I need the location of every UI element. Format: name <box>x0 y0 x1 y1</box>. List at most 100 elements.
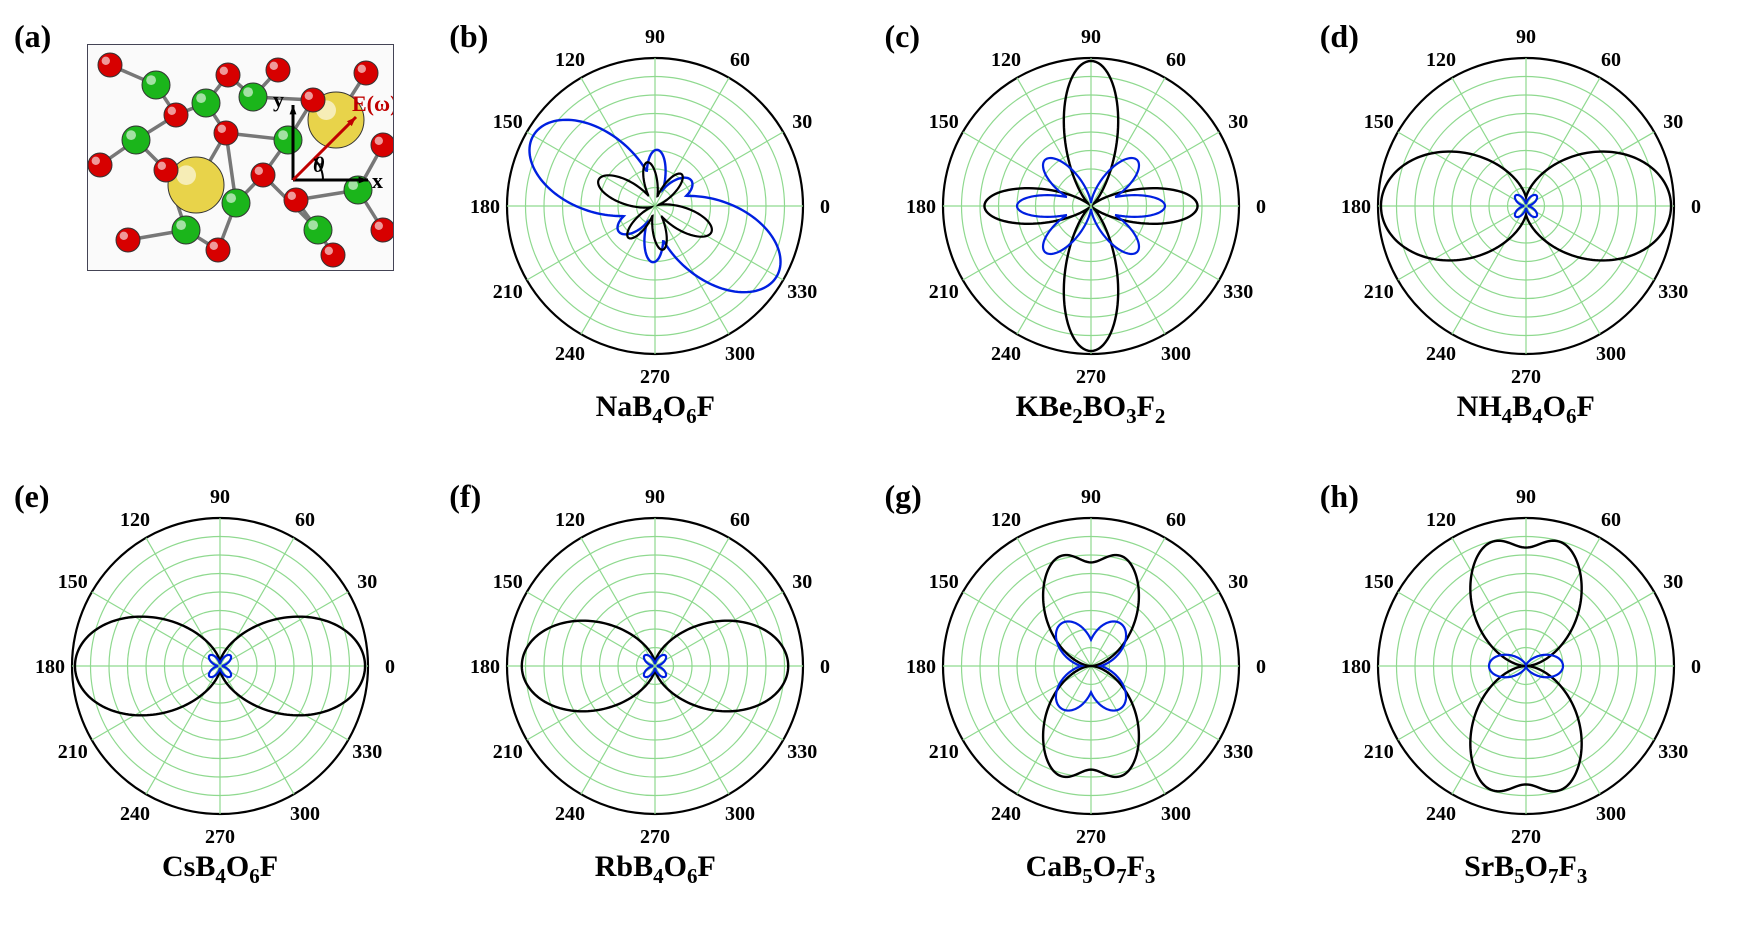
angle-tick-label: 330 <box>787 281 817 303</box>
angle-tick-label: 180 <box>906 656 936 678</box>
angle-tick-label: 180 <box>906 196 936 218</box>
angle-tick-label: 120 <box>1426 49 1456 71</box>
angle-tick-label: 60 <box>1601 49 1621 71</box>
angle-tick-label: 60 <box>1601 509 1621 531</box>
angle-tick-label: 180 <box>1341 656 1371 678</box>
angle-tick-label: 270 <box>640 826 670 848</box>
angle-tick-label: 330 <box>1658 741 1688 763</box>
angle-tick-label: 60 <box>1166 509 1186 531</box>
angle-tick-label: 0 <box>385 656 395 678</box>
angle-tick-label: 270 <box>205 826 235 848</box>
angle-tick-label: 90 <box>210 486 230 508</box>
angle-tick-label: 210 <box>928 741 958 763</box>
angle-tick-label: 30 <box>1228 571 1248 593</box>
panel-label: (g) <box>885 478 922 515</box>
angle-tick-label: 210 <box>493 741 523 763</box>
angle-tick-label: 270 <box>640 366 670 388</box>
angle-tick-label: 90 <box>1081 26 1101 48</box>
polar-plot-e: 0306090120150180210240270300330 <box>10 470 430 850</box>
angle-tick-label: 180 <box>1341 196 1371 218</box>
angle-tick-label: 150 <box>58 571 88 593</box>
panel-title: SrB5O7F3 <box>1464 850 1587 889</box>
panel-label: (d) <box>1320 18 1359 55</box>
svg-text:θ: θ <box>313 152 325 177</box>
panel-title: CaB5O7F3 <box>1026 850 1156 889</box>
angle-tick-label: 300 <box>1161 343 1191 365</box>
angle-tick-label: 120 <box>1426 509 1456 531</box>
angle-tick-label: 0 <box>1691 196 1701 218</box>
angle-tick-label: 90 <box>645 26 665 48</box>
angle-tick-label: 0 <box>820 656 830 678</box>
angle-tick-label: 210 <box>1364 281 1394 303</box>
angle-tick-label: 0 <box>1256 196 1266 218</box>
crystal-structure-svg: xyθE(ω) <box>88 45 393 270</box>
svg-text:y: y <box>273 87 284 112</box>
angle-tick-label: 210 <box>1364 741 1394 763</box>
angle-tick-label: 240 <box>555 343 585 365</box>
angle-tick-label: 90 <box>1516 26 1536 48</box>
angle-tick-label: 240 <box>120 803 150 825</box>
panel-a: (a)xyθE(ω) <box>10 10 430 460</box>
angle-tick-label: 150 <box>928 571 958 593</box>
angle-tick-label: 0 <box>1256 656 1266 678</box>
angle-tick-label: 300 <box>725 343 755 365</box>
angle-tick-label: 0 <box>820 196 830 218</box>
panel-c: (c)0306090120150180210240270300330KBe2BO… <box>881 10 1301 460</box>
polar-plot-b: 0306090120150180210240270300330 <box>445 10 865 390</box>
angle-tick-label: 270 <box>1511 826 1541 848</box>
angle-tick-label: 120 <box>120 509 150 531</box>
angle-tick-label: 330 <box>1223 281 1253 303</box>
angle-tick-label: 240 <box>1426 343 1456 365</box>
polar-plot-c: 0306090120150180210240270300330 <box>881 10 1301 390</box>
angle-tick-label: 240 <box>991 343 1021 365</box>
panel-d: (d)0306090120150180210240270300330NH4B4O… <box>1316 10 1736 460</box>
angle-tick-label: 330 <box>352 741 382 763</box>
angle-tick-label: 180 <box>35 656 65 678</box>
angle-tick-label: 120 <box>555 49 585 71</box>
angle-tick-label: 330 <box>787 741 817 763</box>
angle-tick-label: 90 <box>645 486 665 508</box>
angle-tick-label: 300 <box>1161 803 1191 825</box>
angle-tick-label: 120 <box>555 509 585 531</box>
panel-label: (e) <box>14 478 50 515</box>
angle-tick-label: 300 <box>1596 343 1626 365</box>
angle-tick-label: 150 <box>1364 571 1394 593</box>
angle-tick-label: 210 <box>928 281 958 303</box>
polar-plot-f: 0306090120150180210240270300330 <box>445 470 865 850</box>
angle-tick-label: 30 <box>357 571 377 593</box>
panel-label: (a) <box>14 18 51 55</box>
figure-grid: (a)xyθE(ω)(b)030609012015018021024027030… <box>10 10 1741 920</box>
angle-tick-label: 90 <box>1081 486 1101 508</box>
polar-plot-d: 0 30 60 90 120 150 180 210 240 270 300 330 <box>1316 10 1736 390</box>
angle-tick-label: 330 <box>1223 741 1253 763</box>
panel-g: (g)0306090120150180210240270300330CaB5O7… <box>881 470 1301 920</box>
panel-label: (b) <box>449 18 488 55</box>
angle-tick-label: 150 <box>1364 111 1394 133</box>
angle-tick-label: 120 <box>991 509 1021 531</box>
angle-tick-label: 30 <box>1663 111 1683 133</box>
angle-tick-label: 0 <box>1691 656 1701 678</box>
angle-tick-label: 150 <box>928 111 958 133</box>
angle-tick-label: 210 <box>493 281 523 303</box>
angle-tick-label: 300 <box>290 803 320 825</box>
angle-tick-label: 240 <box>555 803 585 825</box>
angle-tick-label: 240 <box>1426 803 1456 825</box>
angle-tick-label: 150 <box>493 571 523 593</box>
panel-h: (h)0306090120150180210240270300330SrB5O7… <box>1316 470 1736 920</box>
angle-tick-label: 300 <box>1596 803 1626 825</box>
polar-plot-g: 0306090120150180210240270300330 <box>881 470 1301 850</box>
panel-label: (f) <box>449 478 481 515</box>
angle-tick-label: 60 <box>1166 49 1186 71</box>
panel-title: RbB4O6F <box>595 850 716 889</box>
crystal-structure-box: xyθE(ω) <box>87 44 394 271</box>
angle-tick-label: 60 <box>730 509 750 531</box>
angle-tick-label: 30 <box>1663 571 1683 593</box>
angle-tick-label: 270 <box>1076 366 1106 388</box>
angle-tick-label: 330 <box>1658 281 1688 303</box>
angle-tick-label: 150 <box>493 111 523 133</box>
angle-tick-label: 270 <box>1511 366 1541 388</box>
panel-title: KBe2BO3F2 <box>1016 390 1166 429</box>
panel-b: (b)0306090120150180210240270300330NaB4O6… <box>445 10 865 460</box>
angle-tick-label: 180 <box>470 196 500 218</box>
angle-tick-label: 90 <box>1516 486 1536 508</box>
